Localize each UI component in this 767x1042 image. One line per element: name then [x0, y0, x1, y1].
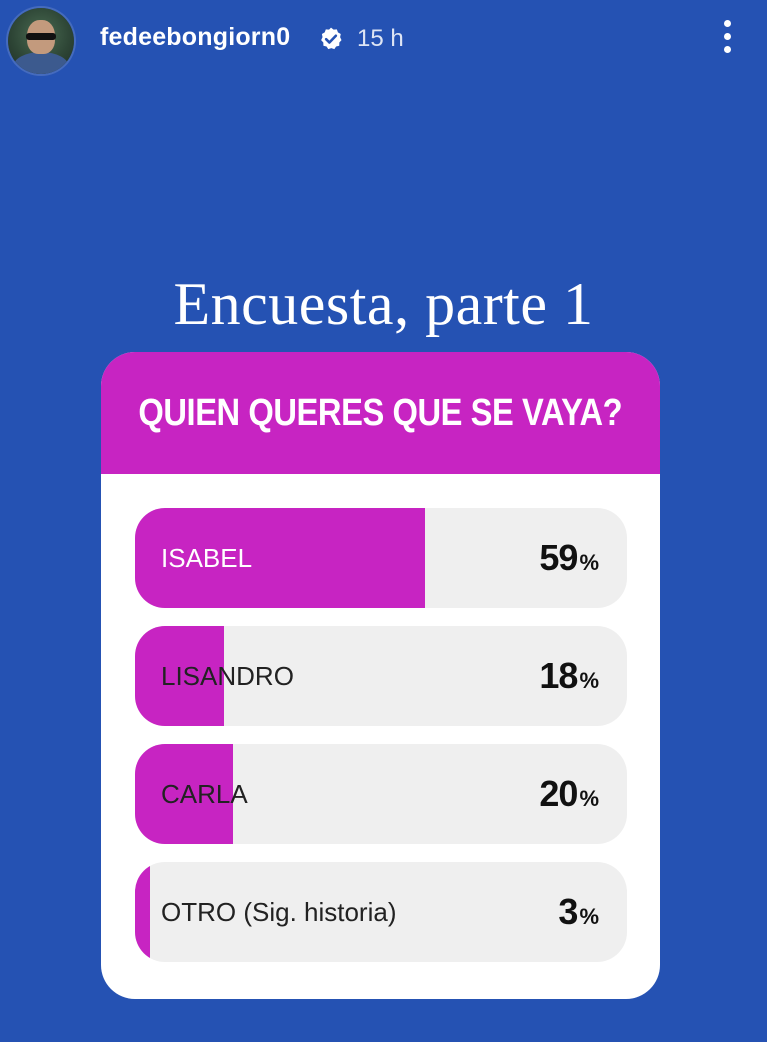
poll-option[interactable]: OTRO (Sig. historia) 3% [135, 862, 627, 962]
poll-option-percent: 20% [539, 773, 599, 814]
username[interactable]: fedeebongiorn0 [100, 23, 291, 51]
poll-option-percent: 18% [539, 655, 599, 696]
avatar-glasses [26, 33, 56, 40]
poll-options: ISABEL 59% LISANDRO 18% CARLA 20% OTRO (… [135, 508, 627, 980]
poll-option[interactable]: CARLA 20% [135, 744, 627, 844]
avatar[interactable] [8, 8, 74, 74]
poll-option-label: OTRO (Sig. historia) [161, 897, 397, 927]
poll-option-bar [135, 862, 150, 962]
avatar-shirt [13, 52, 69, 74]
story-header: fedeebongiorn0 15 h [0, 0, 767, 80]
verified-badge-icon [321, 27, 342, 50]
poll-option-percent: 59% [539, 537, 599, 578]
poll-option-label: ISABEL [161, 543, 253, 573]
poll-option-bar [135, 508, 426, 608]
story-heading: Encuesta, parte 1 [173, 271, 594, 337]
poll-option[interactable]: ISABEL 59% [135, 508, 627, 608]
poll-option-bar [135, 744, 234, 844]
poll-option-label: LISANDRO [161, 661, 294, 691]
poll-option-percent: 3% [558, 891, 599, 932]
poll-option[interactable]: LISANDRO 18% [135, 626, 627, 726]
poll-question: QUIEN QUERES QUE SE VAYA? [138, 391, 623, 434]
poll-option-label: CARLA [161, 779, 248, 809]
poll-option-bar [135, 626, 224, 726]
post-time: 15 h [357, 25, 404, 52]
more-options-icon[interactable] [716, 20, 738, 60]
poll-header: QUIEN QUERES QUE SE VAYA? [101, 352, 660, 474]
poll-sticker: QUIEN QUERES QUE SE VAYA? ISABEL 59% LIS… [101, 352, 660, 999]
